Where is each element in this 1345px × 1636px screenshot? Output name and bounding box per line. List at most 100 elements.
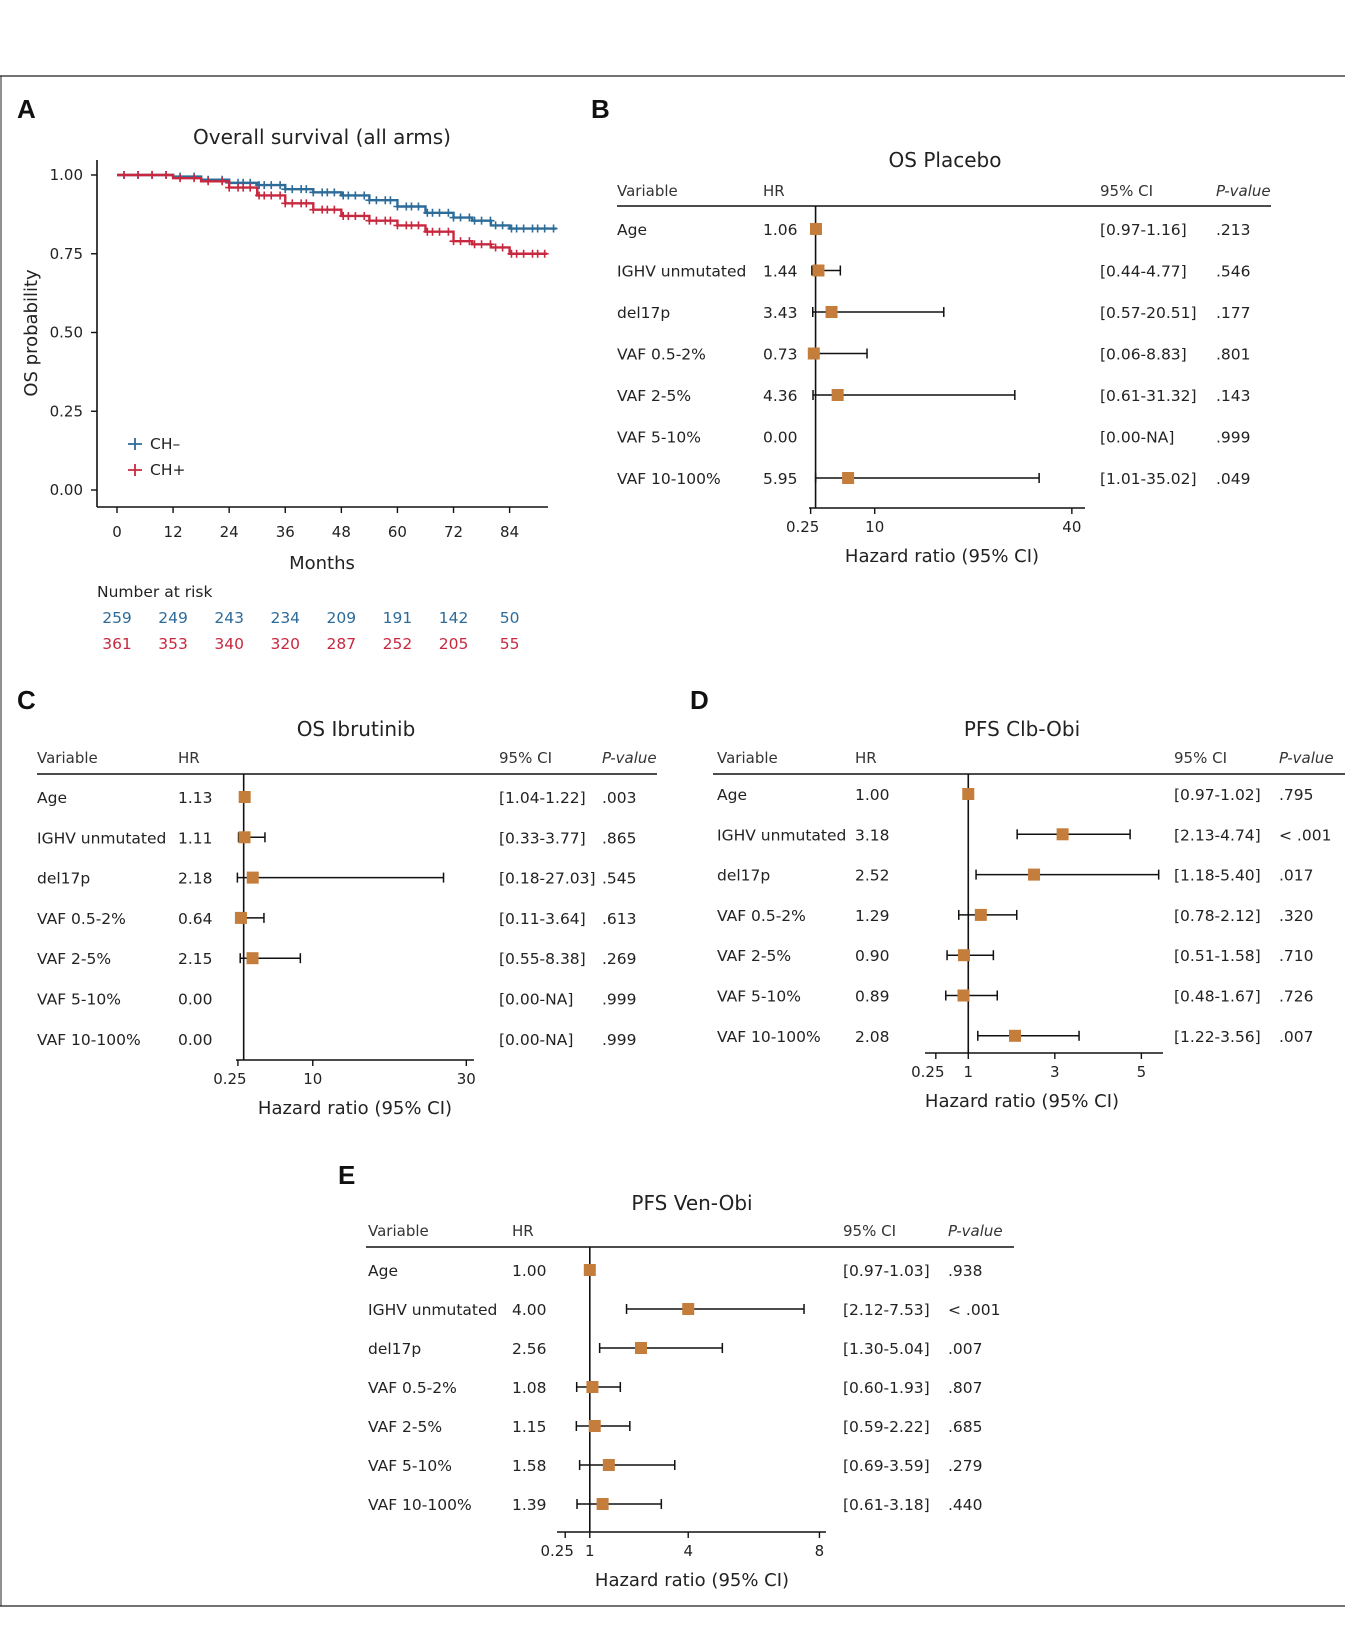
km-censor-mark [360,211,369,220]
row-hr: 0.89 [855,988,890,1006]
km-censor-mark [486,216,495,225]
forest-x-label: Hazard ratio (95% CI) [925,1091,1119,1112]
panel-b-forest: OS Placebo Variable HR 95% CI P-value 0.25 10 4… [617,148,1271,567]
forest-title: OS Placebo [889,148,1002,172]
row-p-value: .710 [1279,947,1314,965]
row-variable: VAF 2-5% [37,950,111,968]
km-x-tick-label: 24 [220,523,239,541]
km-censor-mark [512,249,521,258]
hr-point-marker [238,791,251,803]
row-p-value: .865 [602,829,637,847]
risk-number: 234 [270,609,300,627]
risk-number: 55 [500,635,520,653]
km-censor-mark [491,243,500,252]
row-variable: VAF 10-100% [617,470,721,488]
km-censor-mark [456,213,465,222]
hr-point-marker [588,1420,601,1432]
row-ci: [0.33-3.77] [499,829,586,847]
forest-x-label: Hazard ratio (95% CI) [258,1098,452,1119]
km-censor-mark [288,185,297,194]
risk-number: 320 [270,635,300,653]
row-ci: [2.12-7.53] [843,1301,930,1319]
km-censor-mark [260,181,269,190]
forest-x-tick-label: 40 [1062,518,1081,536]
row-hr: 1.39 [512,1496,547,1514]
km-censor-mark [309,205,318,214]
km-censor-mark [330,188,339,197]
hr-point-marker [842,472,855,484]
km-censor-mark [549,224,558,233]
km-x-tick-label: 12 [164,523,183,541]
row-p-value: .685 [948,1418,983,1436]
forest-title: OS Ibrutinib [297,717,416,741]
row-hr: 2.15 [178,950,213,968]
km-censor-mark [393,221,402,230]
row-ci: [0.00-NA] [499,1031,573,1049]
row-ci: [2.13-4.74] [1174,826,1261,844]
row-ci: [1.30-5.04] [843,1340,930,1358]
panel-letter-d: D [690,685,709,715]
panel-letter-a: A [17,94,36,124]
km-censor-mark [246,183,255,192]
row-p-value: .007 [948,1340,983,1358]
row-hr: 2.08 [855,1028,890,1046]
row-ci: [1.01-35.02] [1100,470,1197,488]
forest-x-tick-label: 10 [865,518,884,536]
hr-point-marker [957,949,970,962]
row-p-value: .726 [1279,988,1314,1006]
header-ci: 95% CI [499,749,552,767]
row-hr: 1.44 [763,263,798,281]
risk-number: 259 [102,609,132,627]
row-p-value: .807 [948,1379,983,1397]
row-ci: [0.00-NA] [499,991,573,1009]
row-hr: 2.56 [512,1340,547,1358]
hr-point-marker [238,831,251,844]
header-hr: HR [855,749,877,767]
km-censor-mark [428,227,437,236]
forest-x-label: Hazard ratio (95% CI) [845,546,1039,567]
row-variable: VAF 0.5-2% [617,346,706,364]
legend-marker-ch-plus [128,464,142,476]
panel-letter-e: E [338,1160,355,1190]
km-censor-mark [444,227,453,236]
km-censor-mark [465,237,474,246]
row-p-value: .143 [1216,387,1251,405]
header-variable: Variable [368,1222,429,1240]
row-hr: 1.00 [855,786,890,804]
km-censor-mark [519,249,528,258]
km-censor-mark [365,196,374,205]
row-variable: VAF 0.5-2% [368,1379,457,1397]
header-ci: 95% CI [1174,749,1227,767]
km-censor-mark [365,216,374,225]
row-p-value: < .001 [1279,826,1331,844]
forest-x-label: Hazard ratio (95% CI) [595,1570,789,1591]
header-variable: Variable [717,749,778,767]
legend-marker-ch-minus [128,438,142,450]
km-censor-mark [281,185,290,194]
risk-number: 243 [214,609,244,627]
hr-point-marker [596,1498,609,1510]
row-ci: [1.04-1.22] [499,789,586,807]
km-x-tick-label: 60 [388,523,407,541]
row-p-value: .049 [1216,470,1251,488]
hr-point-marker [602,1459,615,1471]
row-hr: 4.00 [512,1301,547,1319]
panel-d-forest: PFS Clb-Obi Variable HR 95% CI P-value 0.25 1 3… [713,717,1345,1112]
row-hr: 1.08 [512,1379,547,1397]
km-censor-mark [330,205,339,214]
km-y-tick-label: 0.50 [50,324,83,342]
km-censor-mark [190,174,199,183]
km-censor-mark [498,221,507,230]
hr-point-marker [807,347,820,360]
km-censor-mark [407,221,416,230]
km-censor-mark [309,188,318,197]
km-x-label: Months [289,553,355,574]
row-p-value: .801 [1216,346,1251,364]
hr-point-marker [962,788,975,800]
risk-number: 209 [327,609,357,627]
km-censor-mark [533,224,542,233]
row-hr: 0.73 [763,346,798,364]
km-censor-mark [456,237,465,246]
header-hr: HR [178,749,200,767]
km-censor-mark [323,205,332,214]
